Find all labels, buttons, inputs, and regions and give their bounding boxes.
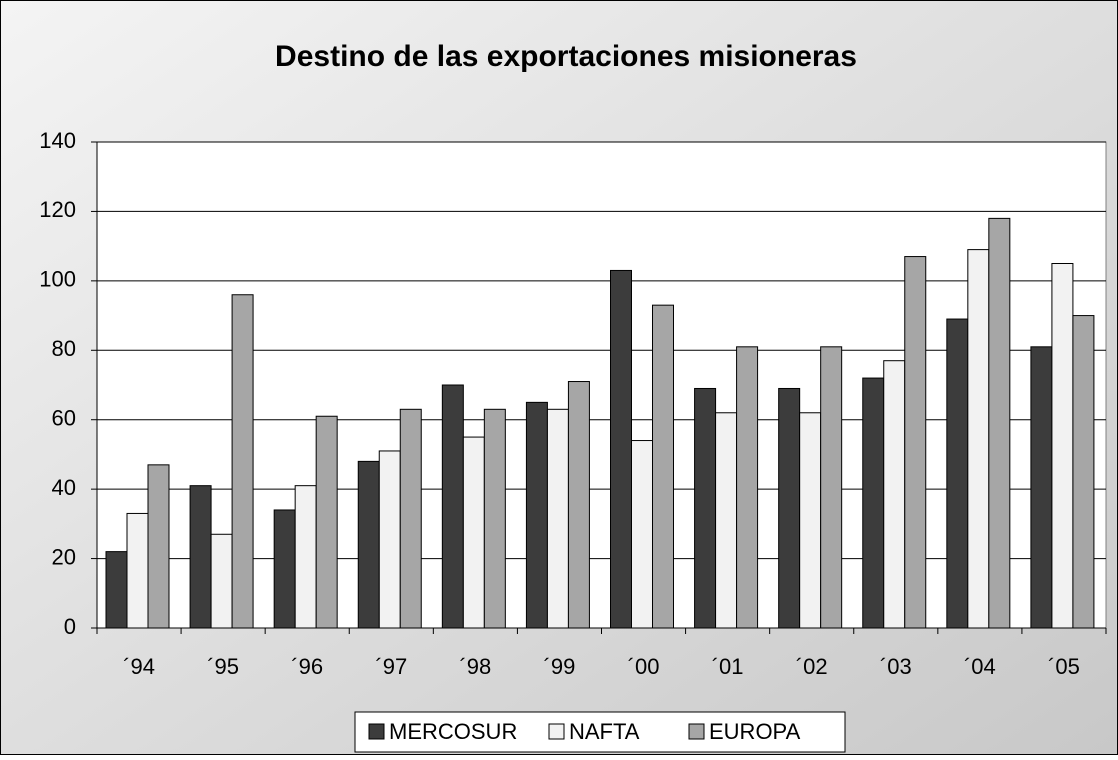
bar xyxy=(1051,263,1074,629)
bar xyxy=(546,408,569,629)
bar xyxy=(105,551,128,629)
legend-swatch xyxy=(368,723,385,740)
bar xyxy=(715,412,738,629)
x-tick-label: ´95 xyxy=(207,654,239,679)
x-tick-label: ´00 xyxy=(628,654,660,679)
x-tick-label: ´97 xyxy=(375,654,407,679)
y-tick-label: 140 xyxy=(39,128,76,153)
bar xyxy=(799,412,822,629)
x-tick-label: ´01 xyxy=(712,654,744,679)
bar xyxy=(1030,346,1053,629)
bar xyxy=(294,485,317,629)
x-tick-label: ´05 xyxy=(1048,654,1080,679)
bar xyxy=(357,460,380,629)
y-tick-label: 40 xyxy=(52,475,76,500)
y-tick-label: 80 xyxy=(52,336,76,361)
bar xyxy=(189,485,212,629)
y-tick-label: 0 xyxy=(64,614,76,639)
y-tick-label: 60 xyxy=(52,406,76,431)
bar xyxy=(399,408,422,629)
plot-area xyxy=(96,141,1107,629)
legend-swatch xyxy=(548,723,565,740)
bar xyxy=(631,440,653,629)
x-tick-label: ´04 xyxy=(964,654,996,679)
bar xyxy=(652,304,674,629)
x-tick-label: ´02 xyxy=(796,654,828,679)
x-tick-label: ´03 xyxy=(880,654,912,679)
legend-label: EUROPA xyxy=(709,719,801,744)
bar xyxy=(483,408,506,629)
bar xyxy=(231,294,254,629)
bar xyxy=(820,346,843,629)
bar xyxy=(1072,315,1095,629)
y-tick-label: 100 xyxy=(39,267,76,292)
x-tick-label: ´94 xyxy=(123,654,155,679)
legend-label: MERCOSUR xyxy=(389,719,517,744)
bar xyxy=(946,318,969,629)
bar xyxy=(378,450,401,629)
bar xyxy=(967,249,990,629)
bar xyxy=(610,269,632,629)
bar xyxy=(147,464,170,629)
bar xyxy=(315,415,338,629)
y-tick-label: 20 xyxy=(52,544,76,569)
chart-title: Destino de las exportaciones misioneras xyxy=(275,40,857,73)
bar xyxy=(904,256,927,629)
bar xyxy=(525,401,548,629)
bar xyxy=(210,533,233,629)
bar xyxy=(862,377,885,629)
legend-swatch xyxy=(688,723,705,740)
bar xyxy=(126,512,149,629)
bar xyxy=(883,360,906,629)
bar xyxy=(694,387,717,629)
bar xyxy=(273,509,296,629)
bar xyxy=(462,436,485,629)
bar xyxy=(778,387,801,629)
legend-box xyxy=(354,711,846,753)
bar xyxy=(736,346,759,629)
x-tick-label: ´96 xyxy=(291,654,323,679)
x-tick-label: ´99 xyxy=(544,654,576,679)
bar xyxy=(567,381,590,629)
x-tick-label: ´98 xyxy=(459,654,491,679)
bar xyxy=(988,217,1011,629)
y-tick-label: 120 xyxy=(39,197,76,222)
bar xyxy=(441,384,464,629)
legend-label: NAFTA xyxy=(569,719,640,744)
